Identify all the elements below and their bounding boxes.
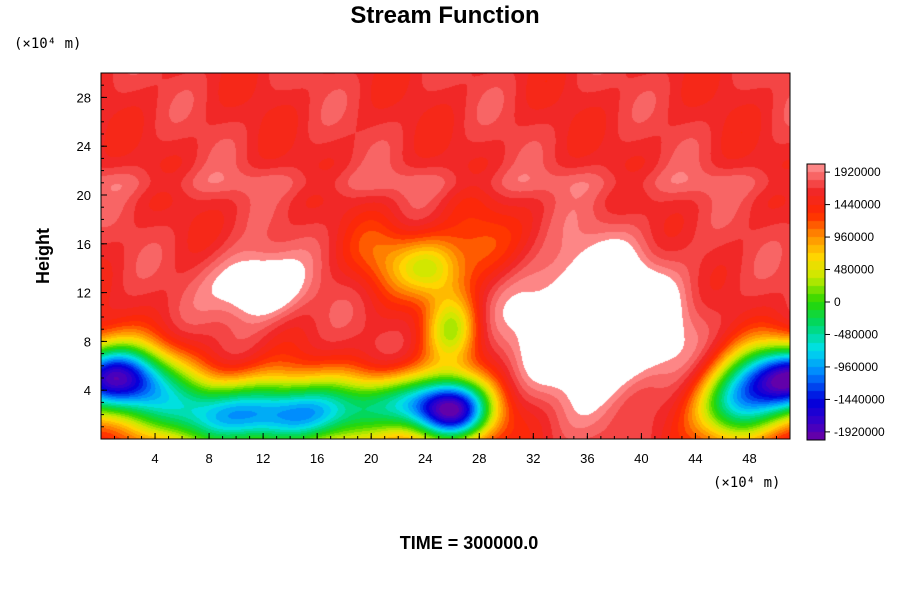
- colorbar-tick-label: -1920000: [834, 425, 885, 439]
- y-tick-label: 24: [77, 139, 91, 154]
- colorbar-tick-label: -480000: [834, 327, 878, 341]
- x-tick-label: 40: [634, 451, 648, 466]
- x-tick-label: 4: [151, 451, 158, 466]
- stream-function-field: [101, 73, 790, 439]
- y-tick-label: 28: [77, 90, 91, 105]
- x-tick-label: 36: [580, 451, 594, 466]
- y-axis-label: Height: [33, 228, 53, 284]
- colorbar-tick-label: 960000: [834, 230, 874, 244]
- colorbar-tick-label: 1440000: [834, 198, 881, 212]
- x-axis-unit: (×10⁴ m): [713, 475, 780, 491]
- y-tick-label: 12: [77, 286, 91, 301]
- y-tick-label: 16: [77, 237, 91, 252]
- colorbar: [807, 164, 825, 440]
- y-axis-ticks: 4 8 12 16 20 24 28: [77, 84, 107, 428]
- colorbar-ticks: 1920000 1440000 960000 480000 0 -480000 -96000…: [825, 165, 885, 439]
- x-tick-label: 32: [526, 451, 540, 466]
- x-tick-label: 48: [742, 451, 756, 466]
- x-tick-label: 12: [256, 451, 270, 466]
- x-tick-label: 20: [364, 451, 378, 466]
- x-tick-label: 28: [472, 451, 486, 466]
- colorbar-tick-label: 0: [834, 295, 841, 309]
- x-tick-label: 16: [310, 451, 324, 466]
- y-axis-unit: (×10⁴ m): [14, 36, 81, 52]
- colorbar-tick-label: -1440000: [834, 392, 885, 406]
- x-axis-ticks: 4 8 12 16 20 24 28 32 36 40 44 48: [114, 433, 777, 466]
- colorbar-tick-label: 480000: [834, 263, 874, 277]
- x-tick-label: 44: [688, 451, 702, 466]
- y-tick-label: 8: [84, 334, 91, 349]
- y-tick-label: 4: [84, 383, 91, 398]
- chart-title: Stream Function: [350, 2, 539, 29]
- colorbar-tick-label: 1920000: [834, 165, 881, 179]
- time-label: TIME = 300000.0: [400, 533, 539, 553]
- x-tick-label: 8: [205, 451, 212, 466]
- x-tick-label: 24: [418, 451, 432, 466]
- y-tick-label: 20: [77, 188, 91, 203]
- colorbar-tick-label: -960000: [834, 360, 878, 374]
